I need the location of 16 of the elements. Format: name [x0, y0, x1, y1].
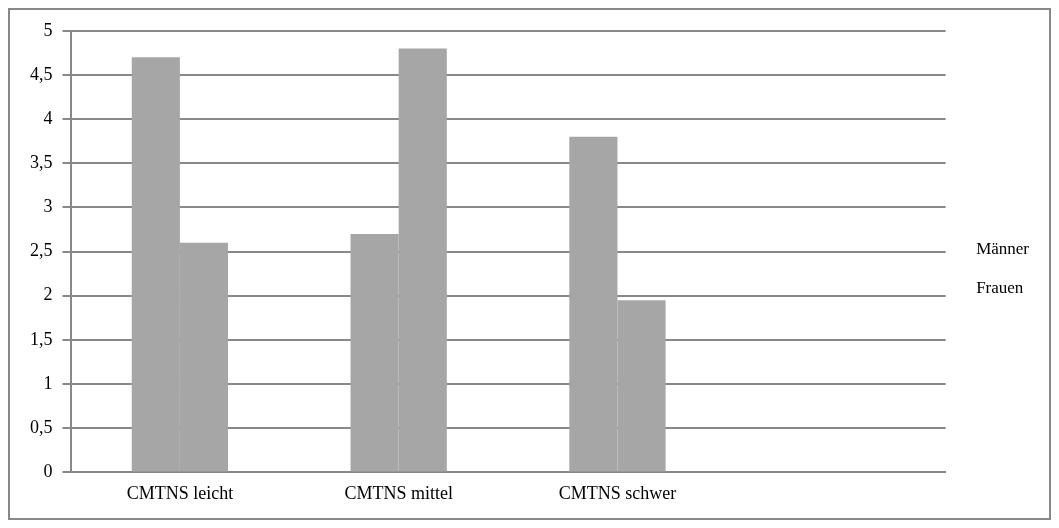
y-tick-label: 2: [43, 284, 53, 305]
text: Frauen: [976, 277, 1024, 297]
x-tick-label: CMTNS leicht: [126, 482, 234, 503]
x-tick-label: CMTNS schwer: [558, 482, 677, 503]
y-tick-label: 0,5: [30, 416, 53, 437]
text: Männer: [976, 238, 1030, 258]
y-tick-label: 0: [43, 461, 53, 482]
x-tick-label: CMTNS mittel: [344, 482, 453, 503]
y-tick-label: 5: [43, 19, 53, 40]
y-tick-label: 2,5: [30, 240, 53, 261]
y-tick-label: 4,5: [30, 63, 53, 84]
y-tick-label: 1: [43, 372, 53, 393]
y-tick-label: 3,5: [30, 152, 53, 173]
y-tick-label: 4: [43, 107, 53, 128]
y-tick-label: 3: [43, 196, 53, 217]
y-tick-label: 1,5: [30, 328, 53, 349]
